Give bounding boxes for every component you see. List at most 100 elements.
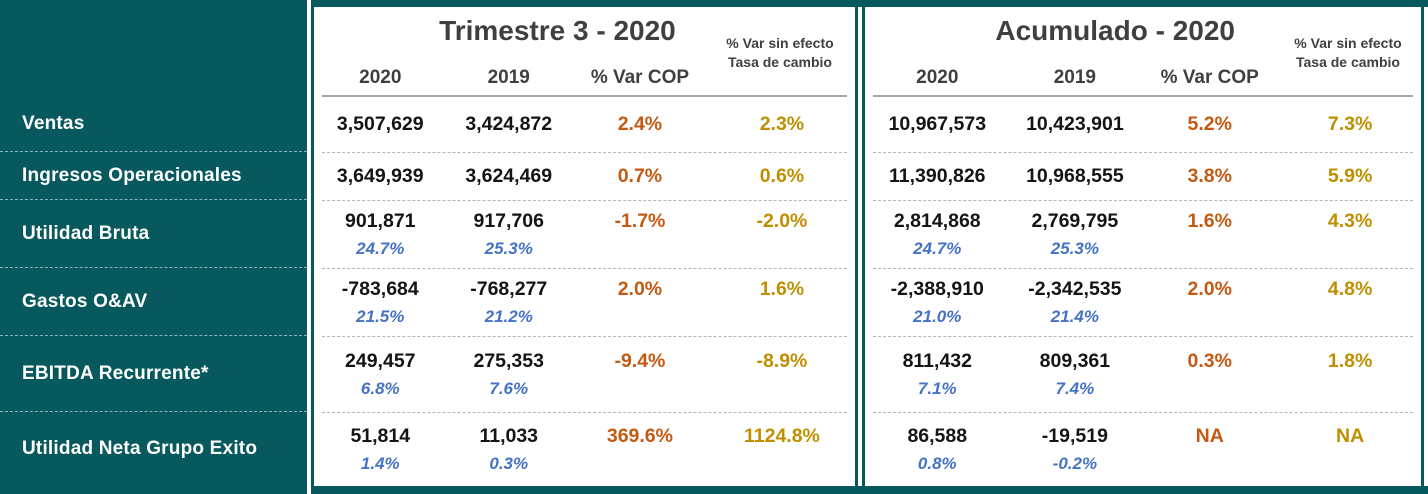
- column-header-2020: 2020: [359, 67, 402, 88]
- column-header-var-cop: % Var COP: [590, 67, 690, 88]
- table-row-gastos-oav: -2,388,910 -2,342,535 2.0% 4.8% 21.0% 21…: [865, 268, 1421, 337]
- section-header: Acumulado - 2020 % Var sin efecto Tasa d…: [865, 7, 1421, 97]
- value-2020: -2,388,910: [890, 277, 984, 300]
- row-label-text: Utilidad Bruta: [22, 222, 150, 244]
- main-values-line: -2,388,910 -2,342,535 2.0% 4.8%: [865, 278, 1421, 301]
- value-2019: -2,342,535: [1028, 277, 1122, 300]
- column-header-spacer: [1279, 67, 1421, 89]
- column-headers: 2020 2019 % Var COP: [865, 67, 1421, 89]
- var-fx-value: 1124.8%: [743, 424, 820, 447]
- value-2020: 3,507,629: [336, 113, 424, 135]
- column-header-var-cop: % Var COP: [1160, 67, 1259, 88]
- value-2020: 11,390,826: [889, 164, 986, 187]
- margin-values-line: 1.4% 0.3%: [314, 454, 855, 474]
- column-header-2020: 2020: [916, 67, 959, 88]
- var-cop-value: -9.4%: [614, 349, 666, 372]
- table-row-ebitda: 811,432 809,361 0.3% 1.8% 7.1% 7.4%: [865, 336, 1421, 413]
- value-2020: 86,588: [907, 424, 968, 447]
- value-2019: 809,361: [1039, 349, 1111, 372]
- margin-2020: 7.1%: [917, 378, 957, 398]
- value-2019: -768,277: [470, 277, 548, 300]
- main-values-line: 3,649,939 3,624,469 0.7% 0.6%: [314, 165, 855, 188]
- var-cop-value: 2.0%: [1187, 277, 1232, 300]
- row-label-gastos-oav: Gastos O&AV: [0, 268, 307, 336]
- main-values-line: 249,457 275,353 -9.4% -8.9%: [314, 350, 855, 373]
- margin-2019: 0.3%: [489, 453, 529, 473]
- var-cop-value: 2.4%: [617, 113, 663, 135]
- var-cop-value: 0.7%: [617, 164, 663, 187]
- value-2020: 3,649,939: [336, 164, 424, 187]
- value-2020: -783,684: [341, 277, 419, 300]
- margin-2020: 21.5%: [356, 306, 405, 326]
- header-rule: [322, 95, 847, 97]
- value-2020: 2,814,868: [893, 209, 981, 232]
- value-2019: 3,424,872: [465, 113, 553, 135]
- var-fx-value: 4.3%: [1327, 209, 1373, 232]
- margin-2020: 21.0%: [913, 306, 962, 326]
- margin-values-line: 24.7% 25.3%: [314, 239, 855, 259]
- main-values-line: 3,507,629 3,424,872 2.4% 2.3%: [314, 113, 855, 136]
- var-cop-value: 0.3%: [1187, 349, 1232, 372]
- var-cop-value: 2.0%: [617, 277, 663, 300]
- row-label-ingresos-operacionales: Ingresos Operacionales: [0, 152, 307, 200]
- column-header-var-fx: % Var sin efecto Tasa de cambio: [1273, 34, 1423, 72]
- section-trimestre-3-2020: Trimestre 3 - 2020 % Var sin efecto Tasa…: [311, 0, 858, 494]
- main-values-line: -783,684 -768,277 2.0% 1.6%: [314, 278, 855, 301]
- var-fx-header-line2: Tasa de cambio: [727, 53, 832, 70]
- margin-2020: 0.8%: [917, 453, 957, 473]
- value-2019: 11,033: [479, 424, 539, 447]
- section-rows: 10,967,573 10,423,901 5.2% 7.3% 11,390,8…: [865, 97, 1421, 486]
- var-cop-value: -1.7%: [614, 209, 666, 232]
- margin-2019: 21.2%: [484, 306, 533, 326]
- column-header-spacer: [709, 67, 855, 89]
- table-row-gastos-oav: -783,684 -768,277 2.0% 1.6% 21.5% 21.2%: [314, 268, 855, 337]
- row-label-text: Ventas: [22, 113, 85, 134]
- sidebar-header-spacer: [0, 0, 307, 97]
- margin-2020: 1.4%: [360, 453, 400, 473]
- var-fx-value: 0.6%: [759, 164, 805, 187]
- value-2019: 917,706: [473, 209, 544, 232]
- column-header-var-fx: % Var sin efecto Tasa de cambio: [701, 34, 859, 72]
- var-cop-value: 1.6%: [1187, 209, 1232, 232]
- value-2020: 901,871: [345, 209, 416, 232]
- row-label-text: Gastos O&AV: [22, 290, 148, 312]
- main-values-line: 811,432 809,361 0.3% 1.8%: [865, 350, 1421, 373]
- table-row-ventas: 10,967,573 10,423,901 5.2% 7.3%: [865, 97, 1421, 153]
- column-headers: 2020 2019 % Var COP: [314, 67, 855, 89]
- var-fx-value: NA: [1336, 424, 1365, 447]
- margin-values-line: 21.5% 21.2%: [314, 307, 855, 327]
- table-row-utilidad-neta: 86,588 -19,519 NA NA 0.8% -0.2%: [865, 412, 1421, 486]
- value-2020: 10,967,573: [888, 113, 987, 135]
- value-2019: -19,519: [1041, 424, 1108, 447]
- table-row-utilidad-bruta: 901,871 917,706 -1.7% -2.0% 24.7% 25.3%: [314, 200, 855, 269]
- value-2020: 51,814: [350, 424, 411, 447]
- column-header-2019: 2019: [1053, 67, 1097, 88]
- main-values-line: 2,814,868 2,769,795 1.6% 4.3%: [865, 210, 1421, 233]
- header-rule: [873, 95, 1413, 97]
- var-fx-value: -8.9%: [756, 349, 808, 372]
- margin-values-line: 24.7% 25.3%: [865, 239, 1421, 259]
- margin-2020: 24.7%: [356, 238, 405, 258]
- value-2020: 811,432: [902, 349, 972, 372]
- margin-values-line: 6.8% 7.6%: [314, 379, 855, 399]
- column-header-2019: 2019: [487, 67, 530, 88]
- margin-2020: 24.7%: [913, 238, 962, 258]
- margin-values-line: 0.8% -0.2%: [865, 454, 1421, 474]
- row-label-ebitda-recurrente: EBITDA Recurrente*: [0, 336, 307, 412]
- margin-2020: 6.8%: [360, 378, 400, 398]
- var-fx-value: 2.3%: [759, 113, 805, 135]
- var-cop-value: 5.2%: [1187, 113, 1232, 135]
- value-2019: 10,968,555: [1026, 164, 1124, 187]
- value-2020: 249,457: [345, 349, 416, 372]
- var-fx-value: 7.3%: [1327, 113, 1373, 135]
- main-values-line: 10,967,573 10,423,901 5.2% 7.3%: [865, 113, 1421, 136]
- table-row-ventas: 3,507,629 3,424,872 2.4% 2.3%: [314, 97, 855, 153]
- table-row-ingresos: 3,649,939 3,624,469 0.7% 0.6%: [314, 152, 855, 201]
- var-fx-header-line1: % Var sin efecto: [1294, 35, 1402, 51]
- margin-2019: 25.3%: [484, 238, 533, 258]
- var-fx-value: 4.8%: [1327, 277, 1373, 300]
- var-fx-value: 1.8%: [1327, 349, 1373, 372]
- section-title: Acumulado - 2020: [995, 15, 1236, 46]
- margin-2019: 25.3%: [1050, 238, 1099, 258]
- main-values-line: 86,588 -19,519 NA NA: [865, 425, 1421, 448]
